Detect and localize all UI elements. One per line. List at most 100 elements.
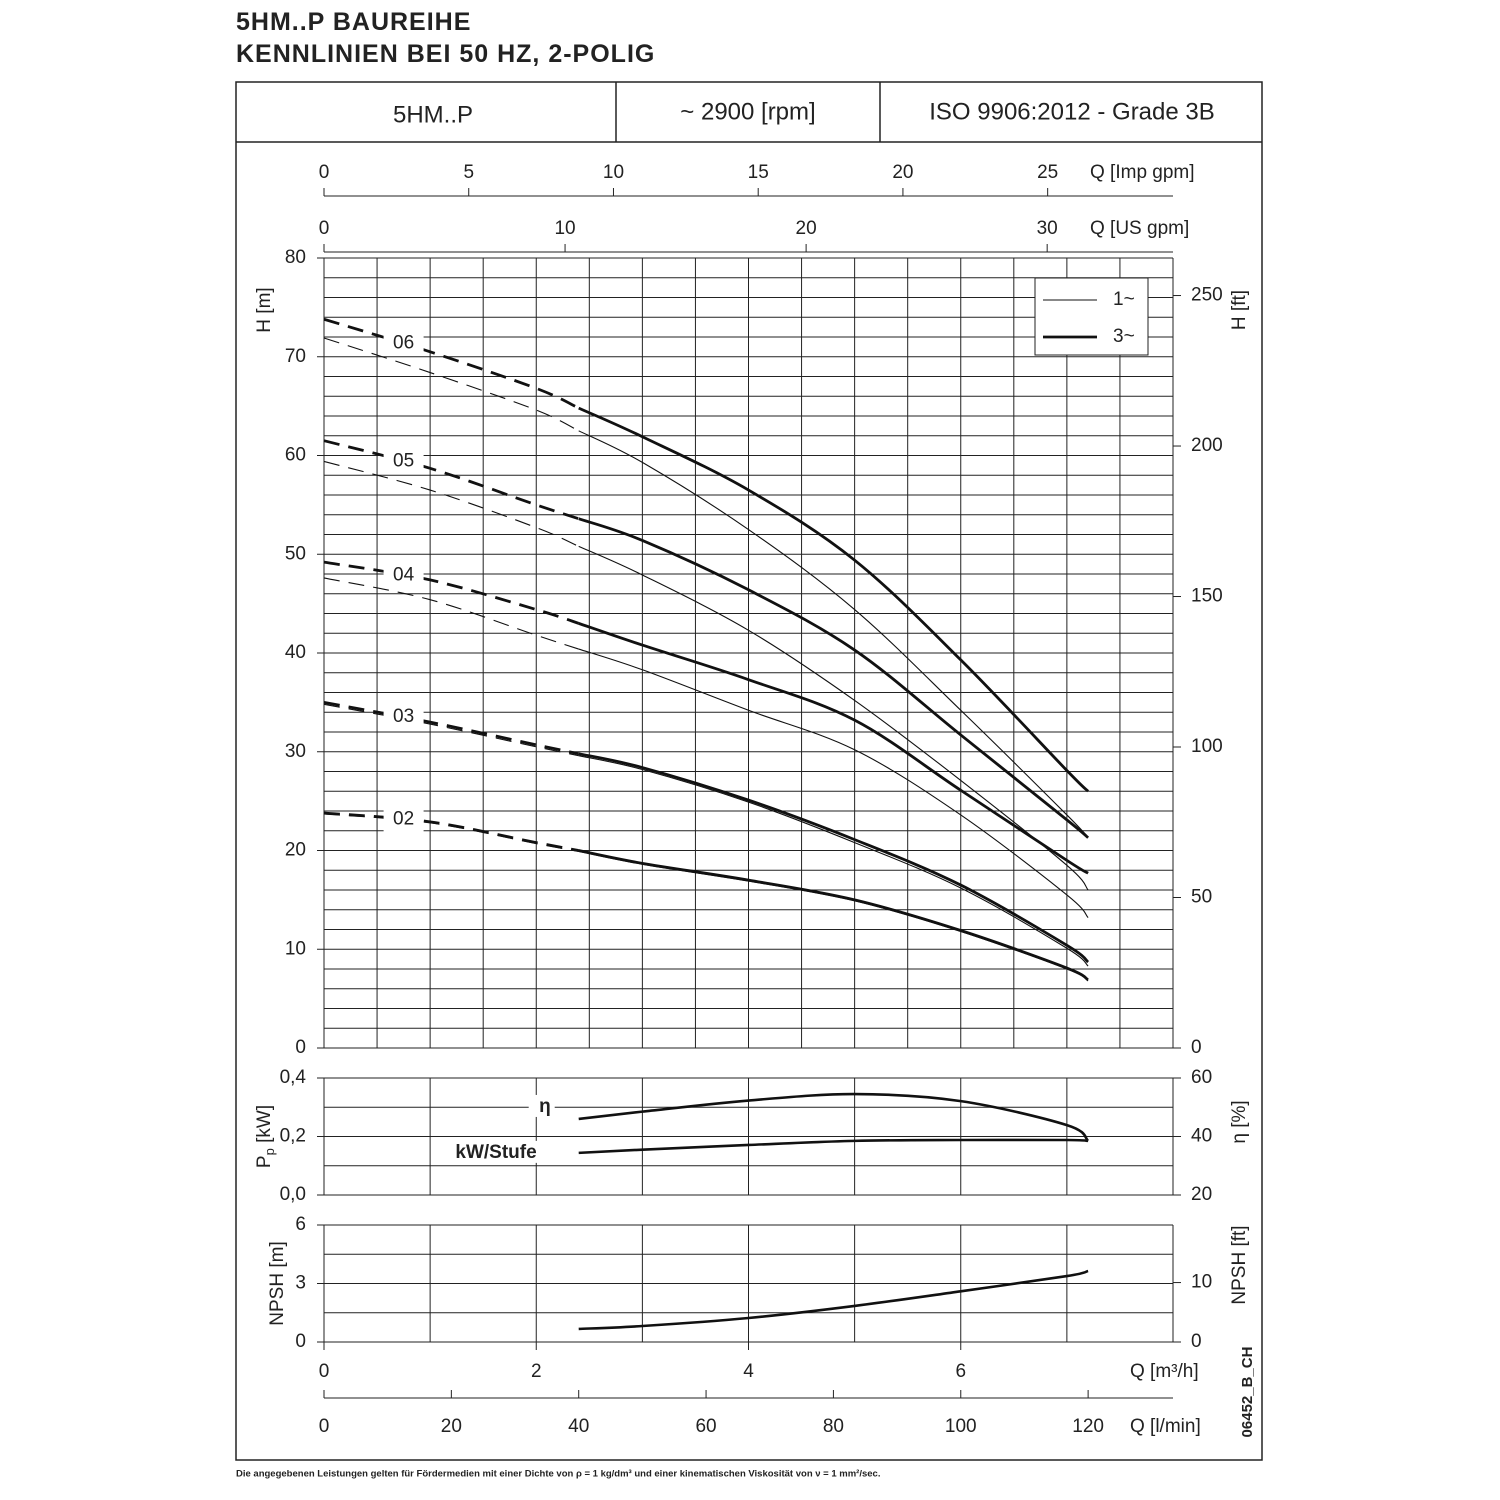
bottom-axis-tick-label: 40 <box>568 1416 589 1437</box>
curve-label: 06 <box>393 333 414 354</box>
head-curve <box>323 439 580 521</box>
bottom-axis-tick-label: 120 <box>1072 1416 1104 1437</box>
top-axis-tick-label: 30 <box>1037 218 1058 239</box>
curve <box>578 1138 1089 1155</box>
curve-label: 04 <box>393 564 415 585</box>
y-tick-label: 70 <box>285 346 306 367</box>
head-curve <box>578 648 1089 919</box>
curve-label-bg <box>383 807 424 832</box>
curve-label-bg <box>383 449 424 474</box>
head-curve <box>323 703 579 757</box>
y2-tick-label: 150 <box>1191 586 1223 607</box>
y-tick-label: 60 <box>285 445 306 466</box>
curve <box>578 1092 1090 1142</box>
curve-label-bg <box>528 1094 555 1117</box>
y2-tick-label: 200 <box>1191 435 1223 456</box>
head-curve <box>323 811 579 852</box>
y2-tick-label: 250 <box>1191 285 1223 306</box>
x-tick-label: 0 <box>319 1361 330 1382</box>
top-axis-tick-label: 20 <box>892 162 913 183</box>
y2-tick-label: 20 <box>1191 1184 1212 1205</box>
head-curve <box>578 545 1089 891</box>
curve-label: η <box>539 1096 551 1117</box>
y2-tick-label: 0 <box>1191 1037 1202 1058</box>
y2-tick-label: 0 <box>1191 1331 1202 1352</box>
head-curve <box>578 752 1090 964</box>
header-model: 5HM..P <box>393 101 473 128</box>
legend-label: 3~ <box>1113 326 1135 347</box>
head-curve <box>323 700 579 756</box>
y-tick-label: 0,2 <box>280 1126 306 1147</box>
y-axis-label-unit: [kW] <box>254 1105 275 1148</box>
y-axis-label: H [m] <box>254 287 275 332</box>
drawing-code: 06452_B_CH <box>1239 1347 1256 1438</box>
head-curve <box>323 813 579 853</box>
head-curve <box>578 850 1089 982</box>
bottom-axis-tick-label: 60 <box>695 1416 716 1437</box>
y-tick-label: 0,0 <box>280 1184 306 1205</box>
y2-axis-label: η [%] <box>1229 1100 1250 1143</box>
top-axis-tick-label: 15 <box>748 162 769 183</box>
title-line: KENNLINIEN BEI 50 HZ, 2-POLIG <box>236 40 655 68</box>
head-curve <box>578 622 1089 875</box>
bottom-axis-tick-label: 0 <box>319 1416 330 1437</box>
y-tick-label: 6 <box>295 1214 306 1235</box>
legend-box <box>1034 277 1149 356</box>
y-axis-label-main: P <box>254 1155 275 1168</box>
curve-label: 05 <box>393 450 414 471</box>
y-tick-label: 80 <box>285 247 306 268</box>
y2-tick-label: 10 <box>1191 1272 1212 1293</box>
legend-label: 1~ <box>1113 289 1135 310</box>
curve-label-bg <box>460 1140 557 1163</box>
y-tick-label: 50 <box>285 543 306 564</box>
bottom-axis-tick-label: 20 <box>441 1416 462 1437</box>
curve-label-bg <box>383 705 424 730</box>
head-curve <box>578 517 1090 839</box>
head-curve <box>323 560 580 625</box>
curve-label-bg <box>383 563 424 588</box>
title-line: 5HM..P BAUREIHE <box>236 8 471 36</box>
x-axis-label: Q [m³/h] <box>1130 1361 1199 1382</box>
frame <box>235 81 1263 1461</box>
head-curve <box>323 460 579 547</box>
curve-label-bg <box>383 331 424 356</box>
y-axis-label: Pp [kW] <box>254 1105 277 1168</box>
x-tick-label: 6 <box>955 1361 966 1382</box>
y-tick-label: 0 <box>295 1331 306 1352</box>
top-axis-tick-label: 20 <box>796 218 817 239</box>
y2-tick-label: 40 <box>1191 1126 1212 1147</box>
y2-axis-label: H [ft] <box>1229 290 1250 330</box>
head-curve <box>323 317 580 410</box>
y2-tick-label: 50 <box>1191 887 1212 908</box>
curve <box>578 1269 1089 1331</box>
top-axis-tick-label: 10 <box>554 218 575 239</box>
curve-label: 02 <box>393 809 414 830</box>
top-axis-label: Q [US gpm] <box>1090 218 1189 239</box>
y2-tick-label: 100 <box>1191 736 1223 757</box>
top-axis-tick-label: 0 <box>319 218 330 239</box>
y-axis-label-main: NPSH [m] <box>267 1241 288 1325</box>
top-axis-tick-label: 25 <box>1037 162 1058 183</box>
y-axis-label-sub: p <box>262 1148 277 1155</box>
y-tick-label: 30 <box>285 741 306 762</box>
y-tick-label: 0 <box>295 1037 306 1058</box>
top-axis-tick-label: 0 <box>319 162 330 183</box>
head-curve <box>578 755 1089 967</box>
head-curve <box>323 337 579 432</box>
y-tick-label: 0,4 <box>280 1067 307 1088</box>
curve-label: kW/Stufe <box>455 1142 536 1163</box>
top-axis-tick-label: 10 <box>603 162 624 183</box>
x-tick-label: 4 <box>743 1361 754 1382</box>
top-axis-tick-label: 5 <box>463 162 474 183</box>
x-tick-label: 2 <box>531 1361 542 1382</box>
y-tick-label: 20 <box>285 840 306 861</box>
y2-axis-label: NPSH [ft] <box>1229 1225 1250 1304</box>
curve-label: 03 <box>393 706 414 727</box>
y-tick-label: 40 <box>285 642 306 663</box>
y-tick-label: 10 <box>285 938 306 959</box>
header-speed: ~ 2900 [rpm] <box>680 98 815 125</box>
y-tick-label: 3 <box>295 1273 306 1294</box>
y2-tick-label: 60 <box>1191 1067 1212 1088</box>
head-curve <box>578 849 1089 982</box>
